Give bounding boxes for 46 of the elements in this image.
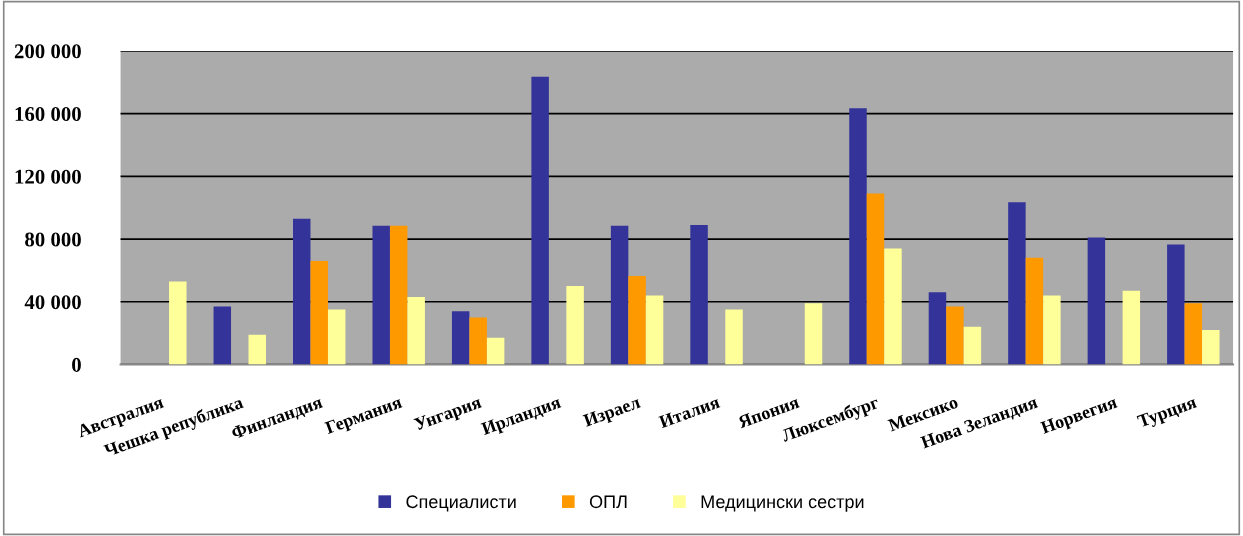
- y-tick-label: 160 000: [15, 107, 81, 122]
- bar: [690, 224, 708, 365]
- bar: [566, 286, 584, 365]
- bar: [610, 225, 629, 365]
- bar: [486, 337, 505, 365]
- x-tick-label: Израел: [582, 395, 643, 431]
- bar: [725, 309, 743, 365]
- bar: [804, 303, 823, 365]
- bar: [1043, 295, 1061, 365]
- bar: [327, 309, 346, 365]
- bar: [407, 297, 425, 365]
- y-tick-label: 40 000: [24, 295, 81, 310]
- bar: [531, 76, 549, 365]
- bar: [451, 311, 470, 365]
- y-tick-label: 200 000: [14, 44, 81, 59]
- bar: [310, 261, 328, 365]
- bar: [248, 334, 266, 365]
- bar: [866, 193, 885, 365]
- bar: [928, 292, 947, 365]
- bar: [628, 275, 646, 365]
- bar: [946, 306, 964, 365]
- y-tick-label: 0: [72, 357, 81, 372]
- bar: [849, 108, 867, 365]
- legend-label: Медицински сестри: [701, 495, 864, 512]
- bar: [1184, 303, 1203, 365]
- y-tick-label: 80 000: [25, 232, 81, 247]
- bar: [1202, 329, 1220, 365]
- bar: [884, 248, 902, 365]
- bar: [372, 225, 390, 365]
- bar: [469, 317, 487, 365]
- x-tick-label: Италия: [658, 395, 721, 429]
- bar: [169, 281, 187, 365]
- y-tick-label: 120 000: [15, 169, 81, 184]
- bar: [389, 225, 408, 365]
- legend-label: Специалисти: [406, 495, 516, 512]
- bar: [1167, 244, 1185, 365]
- bar: [1025, 257, 1044, 365]
- bar: [213, 306, 232, 365]
- bar: [963, 326, 982, 365]
- bar: [1008, 202, 1026, 365]
- bar: [645, 295, 664, 365]
- x-tick-label: Турция: [1136, 395, 1199, 432]
- bar: [1087, 237, 1106, 365]
- bar: [293, 218, 311, 365]
- bar: [1122, 290, 1141, 365]
- legend-label: ОПЛ: [589, 495, 627, 509]
